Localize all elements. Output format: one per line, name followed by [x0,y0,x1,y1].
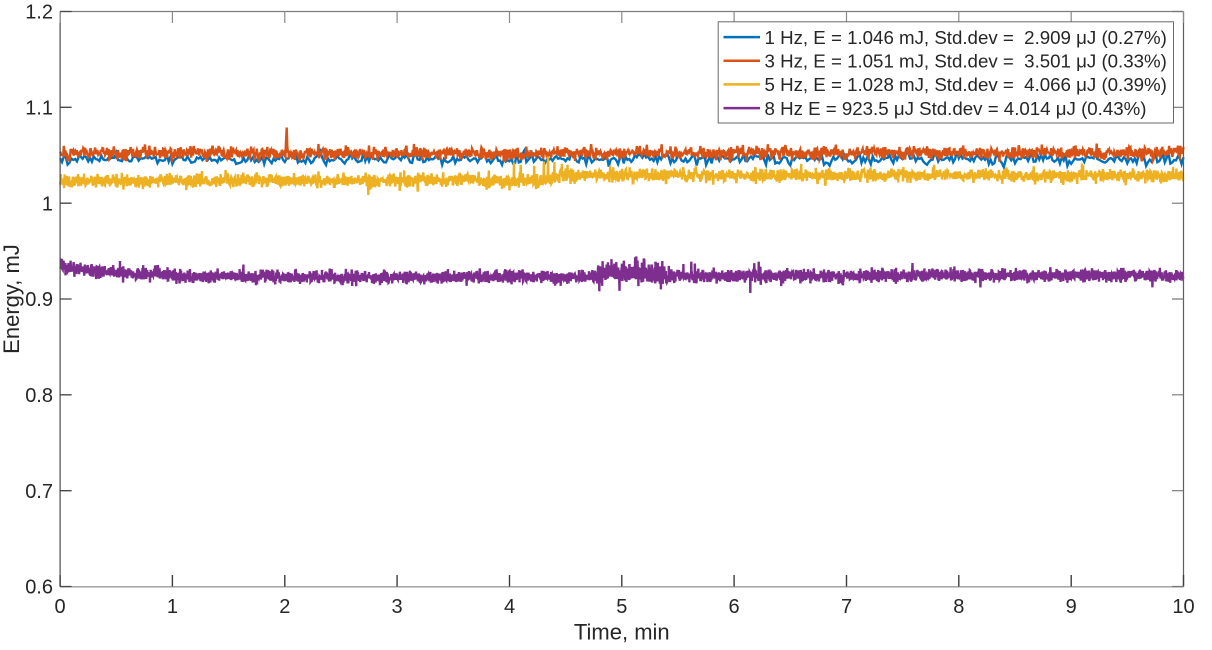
svg-text:0.9: 0.9 [25,289,53,311]
svg-text:1.1: 1.1 [25,98,53,120]
svg-text:0: 0 [55,596,66,618]
svg-text:8 Hz E = 923.5 μJ Std.dev = 4.: 8 Hz E = 923.5 μJ Std.dev = 4.014 μJ (0.… [765,98,1147,119]
svg-text:1 Hz, E = 1.046 mJ, Std.dev =: 1 Hz, E = 1.046 mJ, Std.dev = 2.909 μJ (… [765,27,1167,48]
svg-text:0.6: 0.6 [25,577,53,599]
svg-text:8: 8 [953,596,964,618]
svg-text:1: 1 [167,596,178,618]
svg-text:Time, min: Time, min [574,620,670,645]
svg-text:7: 7 [841,596,852,618]
svg-text:Energy, mJ: Energy, mJ [0,244,24,354]
svg-text:2: 2 [279,596,290,618]
svg-text:3 Hz, E = 1.051 mJ, Std.dev =: 3 Hz, E = 1.051 mJ, Std.dev = 3.501 μJ (… [765,51,1167,72]
svg-text:10: 10 [1172,596,1194,618]
svg-text:6: 6 [729,596,740,618]
svg-text:1.2: 1.2 [25,2,53,24]
svg-text:9: 9 [1066,596,1077,618]
svg-text:0.7: 0.7 [25,481,53,503]
svg-text:5: 5 [616,596,627,618]
svg-text:4: 4 [504,596,515,618]
svg-text:5 Hz, E = 1.028 mJ, Std.dev =: 5 Hz, E = 1.028 mJ, Std.dev = 4.066 μJ (… [765,74,1167,95]
svg-text:1: 1 [42,193,53,215]
svg-text:0.8: 0.8 [25,385,53,407]
svg-text:3: 3 [392,596,403,618]
